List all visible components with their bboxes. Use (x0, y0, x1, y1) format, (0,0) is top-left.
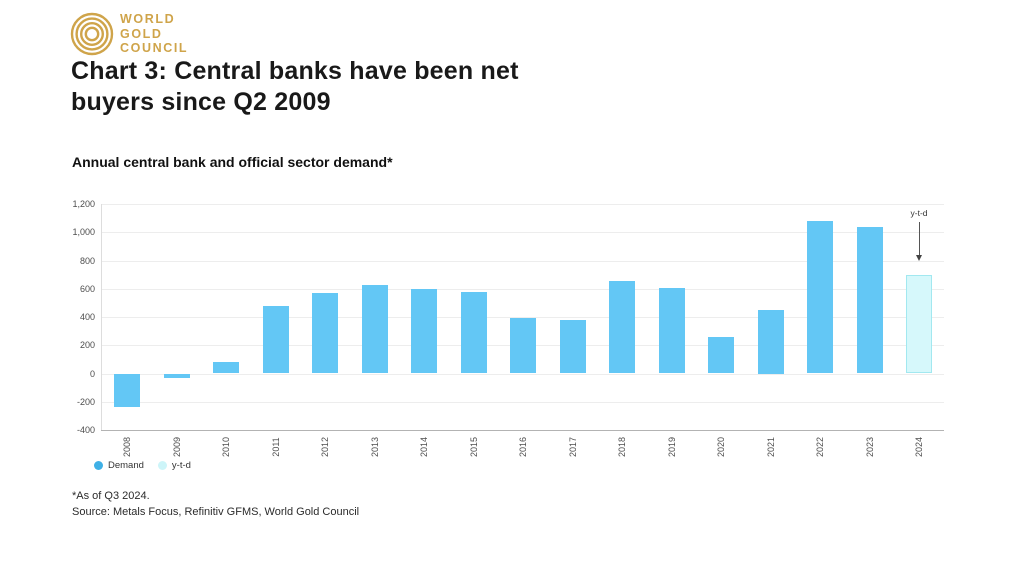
bar-2022[interactable] (807, 220, 833, 374)
gridline-600 (101, 288, 944, 290)
x-axis-tick-2009: 2009 (171, 436, 182, 458)
bar-2010[interactable] (213, 362, 239, 374)
gridline--200 (101, 401, 944, 403)
footnote-asof: *As of Q3 2024. (72, 490, 150, 502)
x-axis-tick-2016: 2016 (518, 436, 528, 458)
world-gold-council-logo: WORLD GOLD COUNCIL (70, 12, 188, 56)
y-axis-tick-1200: 1,200 (72, 199, 95, 209)
bar-2019[interactable] (658, 288, 685, 374)
x-axis-tick-2018: 2018 (617, 436, 627, 458)
x-axis-tick-2021: 2021 (765, 436, 776, 458)
bar-2012[interactable] (312, 293, 338, 374)
bar-2014[interactable] (411, 288, 437, 374)
ytd-arrow-line (919, 222, 920, 255)
page-title: Chart 3: Central banks have been net buy… (71, 56, 519, 118)
wgc-rings-icon (70, 12, 114, 56)
ytd-annotation-label: y-t-d (910, 208, 928, 218)
legend-label: Demand (108, 460, 144, 471)
x-axis-tick-2010: 2010 (221, 436, 231, 458)
bar-2016[interactable] (510, 317, 536, 374)
gridline-1200 (101, 204, 944, 205)
bar-2020[interactable] (708, 337, 734, 374)
bar-2013[interactable] (361, 284, 388, 374)
footnote-source: Source: Metals Focus, Refinitiv GFMS, Wo… (72, 505, 360, 518)
x-axis-tick-2014: 2014 (419, 436, 429, 458)
bar-2009[interactable] (163, 373, 190, 379)
chart-legend: Demand y-t-d (94, 460, 191, 471)
logo-line-2: GOLD (120, 26, 163, 41)
y-axis-tick-200: 200 (79, 340, 95, 351)
legend-swatch-icon (157, 461, 167, 470)
gridline-800 (101, 260, 944, 262)
x-axis-tick-2022: 2022 (815, 436, 825, 458)
bar-2015[interactable] (460, 291, 487, 374)
legend-item-demand[interactable]: Demand (94, 460, 144, 471)
x-axis-tick-2019: 2019 (666, 436, 677, 458)
chart-subtitle: Annual central bank and official sector … (72, 154, 393, 170)
y-axis-tick-1000: 1,000 (72, 227, 95, 238)
y-axis-tick-600: 600 (79, 283, 95, 294)
page-title-line-2: buyers since Q2 2009 (71, 88, 331, 116)
bar-2021[interactable] (757, 309, 784, 374)
y-axis-tick-800: 800 (79, 255, 95, 266)
x-axis-tick-2020: 2020 (716, 436, 726, 458)
x-axis-tick-2023: 2023 (864, 436, 875, 458)
gridline-400 (101, 317, 944, 318)
x-axis-tick-2017: 2017 (567, 436, 578, 458)
legend-item-y-t-d[interactable]: y-t-d (157, 460, 191, 471)
y-axis-tick-400: 400 (79, 312, 95, 322)
y-axis-line (101, 204, 102, 430)
bar-2024[interactable] (906, 275, 932, 374)
gridline--400 (101, 430, 944, 431)
x-axis-tick-2013: 2013 (369, 436, 380, 458)
logo-line-1: WORLD (120, 12, 176, 27)
bar-2023[interactable] (856, 227, 883, 374)
logo-line-3: COUNCIL (120, 41, 189, 56)
gridline-1000 (101, 232, 944, 234)
legend-swatch-icon (94, 461, 103, 470)
page-title-line-1: Chart 3: Central banks have been net (71, 57, 519, 85)
ytd-arrow-head-icon (916, 255, 922, 261)
x-axis-tick-2024: 2024 (914, 436, 924, 458)
x-axis-tick-2008: 2008 (122, 436, 132, 458)
logo-wordmark: WORLD GOLD COUNCIL (120, 12, 188, 56)
x-axis-tick-2011: 2011 (270, 437, 281, 457)
legend-label: y-t-d (171, 460, 191, 471)
y-axis-tick--400: -400 (76, 425, 95, 435)
y-axis-tick--200: -200 (76, 396, 95, 407)
y-axis-tick-0: 0 (89, 368, 95, 379)
x-axis-tick-2015: 2015 (468, 436, 479, 458)
gridline-0 (101, 373, 944, 375)
x-axis-tick-2012: 2012 (320, 436, 330, 458)
bar-2017[interactable] (559, 319, 586, 374)
chart-footnotes: *As of Q3 2024. Source: Metals Focus, Re… (72, 489, 359, 520)
bar-2011[interactable] (262, 305, 289, 374)
bar-2018[interactable] (609, 280, 635, 374)
bar-2008[interactable] (114, 373, 140, 407)
